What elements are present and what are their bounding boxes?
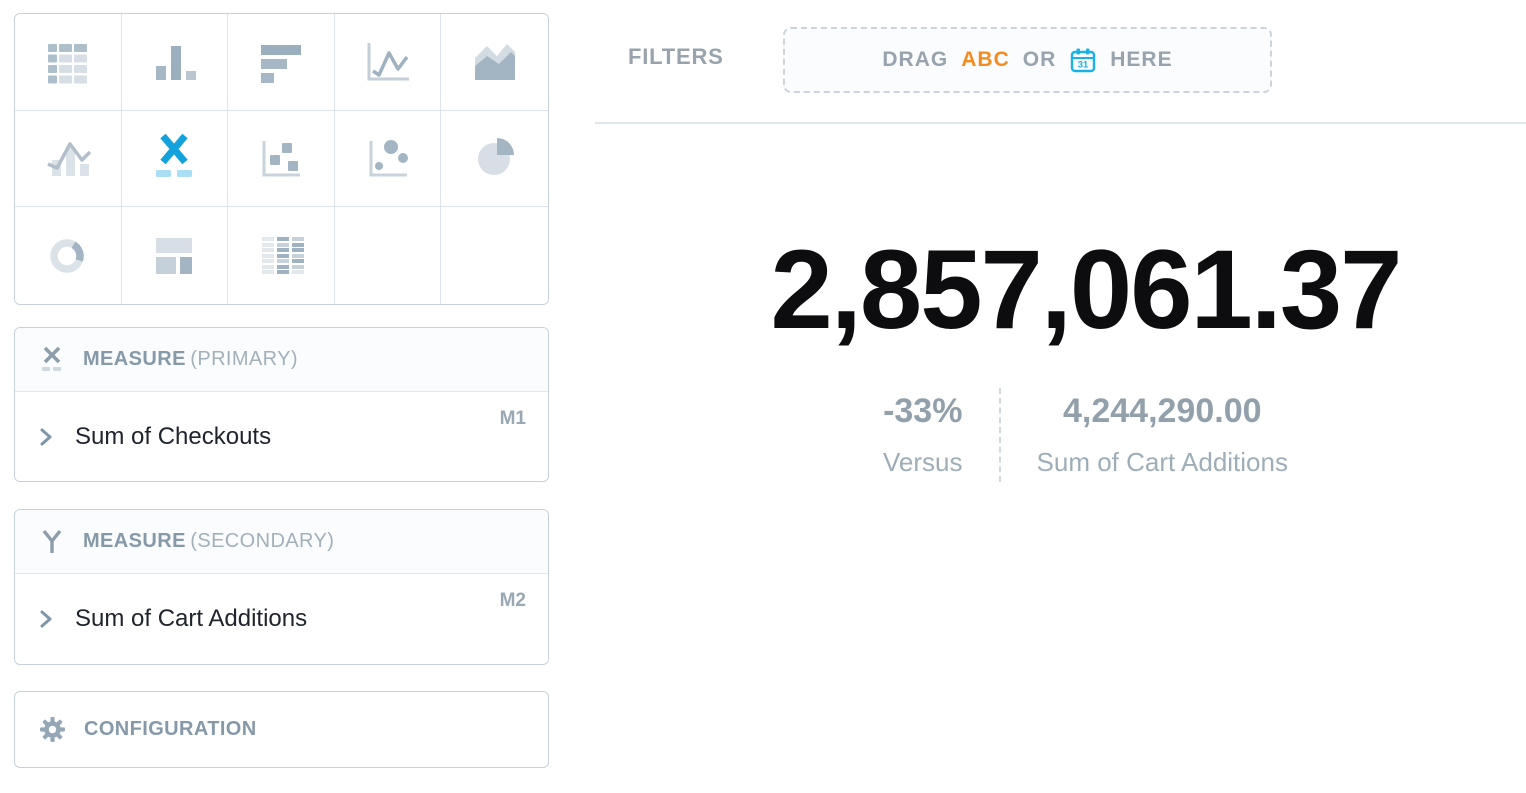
vis-type-line-chart[interactable] <box>334 14 442 111</box>
filters-label: FILTERS <box>628 44 724 69</box>
visualization-canvas: FILTERS DRAG ABC OR 31 HERE 2,857,061.37… <box>595 0 1526 793</box>
measure-badge: M1 <box>499 408 526 429</box>
bucket-title: MEASURE <box>83 530 186 552</box>
y-axis-measure-icon <box>42 529 62 553</box>
measure-item-sum-of-cart-additions[interactable]: Sum of Cart Additions M2 <box>15 574 548 663</box>
dropzone-word-here: HERE <box>1110 48 1173 71</box>
vis-type-column-chart[interactable] <box>121 14 229 111</box>
scatter-plot-icon <box>262 141 300 177</box>
dropzone-word-or: OR <box>1022 48 1057 71</box>
vis-type-pie-chart[interactable] <box>441 110 548 208</box>
svg-text:31: 31 <box>1078 59 1089 70</box>
donut-chart-icon <box>50 238 84 273</box>
vis-type-treemap[interactable] <box>121 207 229 304</box>
vis-type-empty-2 <box>441 207 548 304</box>
bucket-measure-secondary: MEASURE (SECONDARY) Sum of Cart Addition… <box>14 509 549 665</box>
comparison-percent-value: -33% <box>883 392 963 430</box>
attribute-abc-icon: ABC <box>961 48 1010 71</box>
measure-item-sum-of-checkouts[interactable]: Sum of Checkouts M1 <box>15 392 548 481</box>
comparison-secondary-column: 4,244,290.00 Sum of Cart Additions <box>1001 388 1324 482</box>
vis-type-combo-chart[interactable] <box>15 110 122 208</box>
filter-dropzone[interactable]: DRAG ABC OR 31 HERE <box>783 27 1272 93</box>
vis-type-headline[interactable] <box>121 110 229 208</box>
bubble-chart-icon <box>369 140 408 177</box>
column-chart-icon <box>156 45 197 80</box>
configuration-section[interactable]: CONFIGURATION <box>14 691 549 768</box>
measure-badge: M2 <box>499 590 526 611</box>
bucket-qualifier: (SECONDARY) <box>190 530 335 552</box>
configuration-title: CONFIGURATION <box>84 718 257 740</box>
treemap-icon <box>156 237 193 274</box>
bucket-measure-primary: MEASURE (PRIMARY) Sum of Checkouts M1 <box>14 327 549 482</box>
headline-primary-value: 2,857,061.37 <box>770 227 1403 352</box>
bucket-measure-primary-header: MEASURE (PRIMARY) <box>15 328 548 392</box>
measure-item-label: Sum of Cart Additions <box>75 604 308 632</box>
vis-type-heatmap[interactable] <box>228 207 335 304</box>
vis-type-area-chart[interactable] <box>441 14 548 111</box>
chevron-right-icon[interactable] <box>39 609 53 629</box>
comparison-secondary-label: Sum of Cart Additions <box>1036 447 1288 477</box>
bucket-qualifier: (PRIMARY) <box>190 348 298 370</box>
comparison-percent-column: -33% Versus <box>847 388 999 482</box>
area-chart-icon <box>474 43 515 80</box>
vis-type-bar-chart[interactable] <box>228 14 335 111</box>
bar-chart-icon <box>260 44 301 83</box>
pie-chart-icon <box>477 138 514 176</box>
table-icon <box>47 43 87 84</box>
x-axis-measure-icon <box>42 346 61 371</box>
visualization-type-picker <box>14 13 549 305</box>
gear-icon <box>40 717 65 742</box>
measure-item-label: Sum of Checkouts <box>75 422 272 450</box>
comparison-secondary-value: 4,244,290.00 <box>1062 392 1262 430</box>
dropzone-word-drag: DRAG <box>882 48 949 71</box>
vis-type-empty-1 <box>334 207 442 304</box>
bucket-title: MEASURE <box>83 348 186 370</box>
vis-type-scatter-plot[interactable] <box>228 110 335 208</box>
line-chart-icon <box>367 42 409 81</box>
vis-type-bubble-chart[interactable] <box>334 110 442 208</box>
chevron-right-icon[interactable] <box>39 427 53 447</box>
combo-chart-icon <box>47 142 92 177</box>
comparison-percent-label: Versus <box>883 447 963 477</box>
headline-comparison: -33% Versus 4,244,290.00 Sum of Cart Add… <box>645 388 1526 482</box>
heatmap-icon <box>261 236 304 274</box>
headline-icon <box>156 134 193 178</box>
section-divider <box>595 122 1526 124</box>
vis-type-table[interactable] <box>15 14 122 111</box>
bucket-measure-secondary-header: MEASURE (SECONDARY) <box>15 510 548 574</box>
calendar-31-icon: 31 <box>1071 48 1096 72</box>
vis-type-donut-chart[interactable] <box>15 207 122 304</box>
comparison-divider <box>998 388 1001 482</box>
